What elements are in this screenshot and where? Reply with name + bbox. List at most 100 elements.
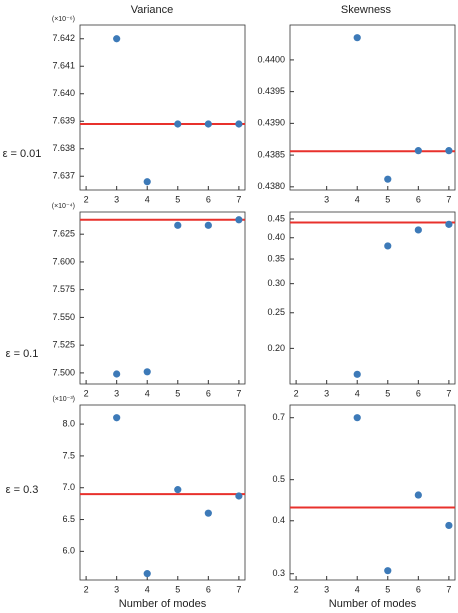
x-tick-label: 4 [355, 388, 360, 398]
x-tick-label: 2 [294, 388, 299, 398]
x-tick-label: 6 [206, 584, 211, 594]
y-tick-label: 0.4390 [257, 118, 285, 128]
x-tick-label: 5 [175, 584, 180, 594]
data-point [174, 221, 182, 229]
data-point [174, 120, 182, 128]
x-tick-label: 4 [145, 388, 150, 398]
data-point [235, 492, 243, 500]
y-tick-label: 7.642 [52, 33, 75, 43]
row-label: ε = 0.1 [6, 348, 39, 360]
row-label: ε = 0.3 [6, 484, 39, 496]
data-point [113, 414, 121, 422]
data-point [204, 509, 212, 517]
y-tick-label: 7.0 [62, 482, 75, 492]
x-tick-label: 3 [114, 388, 119, 398]
x-tick-label: 2 [84, 388, 89, 398]
y-multiplier: (×10⁻⁴) [52, 203, 75, 210]
x-tick-label: 3 [114, 194, 119, 204]
y-tick-label: 0.3 [272, 568, 285, 578]
y-multiplier: (×10⁻⁶) [52, 16, 75, 23]
x-tick-label: 3 [324, 584, 329, 594]
data-point [384, 567, 392, 575]
y-tick-label: 7.500 [52, 367, 75, 377]
y-tick-label: 7.638 [52, 143, 75, 153]
x-tick-label: 4 [145, 584, 150, 594]
x-tick-label: 3 [114, 584, 119, 594]
x-tick-label: 7 [236, 194, 241, 204]
x-tick-label: 6 [416, 584, 421, 594]
y-tick-label: 0.35 [267, 253, 285, 263]
data-point [143, 368, 151, 376]
x-tick-label: 5 [175, 388, 180, 398]
y-tick-label: 7.600 [52, 256, 75, 266]
y-tick-label: 7.5 [62, 450, 75, 460]
y-tick-label: 0.4395 [257, 86, 285, 96]
plot-frame [289, 404, 456, 581]
y-tick-label: 0.20 [267, 343, 285, 353]
data-point [445, 147, 453, 155]
data-point [143, 570, 151, 578]
data-point [445, 521, 453, 530]
data-point [143, 178, 151, 186]
y-tick-label: 7.525 [52, 340, 75, 350]
data-point [353, 34, 361, 42]
y-tick-label: 0.25 [267, 307, 285, 317]
x-tick-label: 4 [355, 584, 360, 594]
x-tick-label: 7 [446, 584, 451, 594]
x-tick-label: 7 [236, 584, 241, 594]
x-axis-label: Number of modes [329, 598, 417, 608]
x-tick-label: 7 [446, 388, 451, 398]
y-tick-label: 7.575 [52, 284, 75, 294]
x-tick-label: 3 [324, 194, 329, 204]
y-tick-label: 0.7 [272, 412, 285, 422]
y-tick-label: 6.0 [62, 546, 75, 556]
data-point [414, 226, 422, 234]
y-tick-label: 0.4380 [257, 181, 285, 191]
y-tick-label: 7.625 [52, 229, 75, 239]
data-point [384, 242, 392, 250]
column-title: Skewness [341, 4, 392, 16]
data-point [174, 486, 182, 494]
data-point [445, 220, 453, 228]
plot-frame [289, 24, 456, 191]
plot-frame [79, 211, 246, 385]
y-tick-label: 0.4 [272, 515, 285, 525]
y-tick-label: 0.5 [272, 474, 285, 484]
data-point [384, 175, 392, 183]
data-point [204, 120, 212, 128]
data-point [353, 370, 361, 378]
y-tick-label: 7.641 [52, 61, 75, 71]
x-tick-label: 5 [385, 584, 390, 594]
data-point [414, 491, 422, 499]
plot-frame [79, 404, 246, 581]
data-point [414, 147, 422, 155]
y-tick-label: 0.40 [267, 232, 285, 242]
y-multiplier: (×10⁻³) [52, 396, 75, 403]
x-tick-label: 4 [355, 194, 360, 204]
y-tick-label: 8.0 [62, 418, 75, 428]
x-tick-label: 3 [324, 388, 329, 398]
x-tick-label: 2 [84, 584, 89, 594]
y-tick-label: 0.45 [267, 213, 285, 223]
y-tick-label: 0.30 [267, 278, 285, 288]
x-tick-label: 2 [84, 194, 89, 204]
x-tick-label: 5 [385, 194, 390, 204]
data-point [353, 414, 361, 422]
column-title: Variance [131, 4, 174, 16]
x-tick-label: 6 [416, 388, 421, 398]
y-tick-label: 7.640 [52, 88, 75, 98]
y-tick-label: 7.637 [52, 171, 75, 181]
x-tick-label: 5 [175, 194, 180, 204]
data-point [235, 120, 243, 128]
y-tick-label: 0.4400 [257, 54, 285, 64]
data-point [235, 216, 243, 224]
plot-frame [79, 24, 246, 191]
x-tick-label: 4 [145, 194, 150, 204]
y-tick-label: 7.639 [52, 116, 75, 126]
row-label: ε = 0.01 [3, 148, 42, 160]
x-tick-label: 5 [385, 388, 390, 398]
data-point [113, 35, 121, 43]
data-point [204, 221, 212, 229]
x-tick-label: 6 [206, 388, 211, 398]
